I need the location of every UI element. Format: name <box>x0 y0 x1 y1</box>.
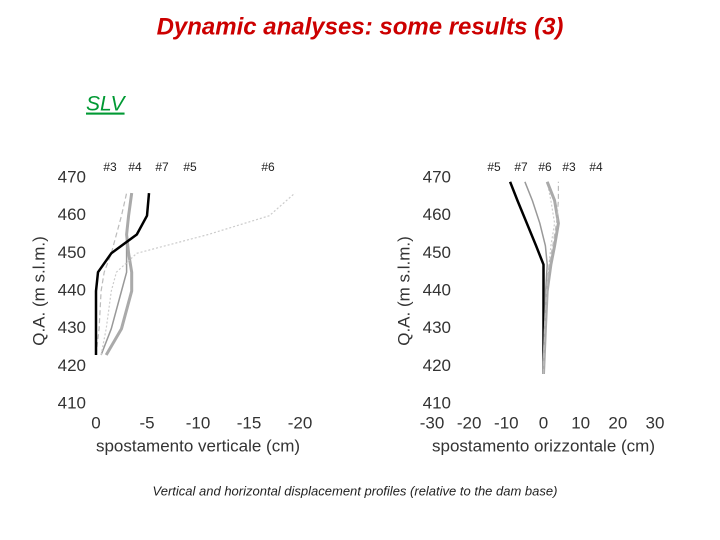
y-tick-label: 460 <box>58 205 86 224</box>
x-tick-label: -20 <box>288 413 313 432</box>
y-tick-label: 420 <box>58 356 86 375</box>
subtitle: SLV <box>86 93 127 116</box>
series-name: #6 <box>261 160 275 174</box>
series-name: #3 <box>562 160 576 174</box>
y-tick-label: 420 <box>423 356 451 375</box>
series-line <box>542 181 560 374</box>
x-tick-label: 0 <box>539 413 548 432</box>
series-name: #5 <box>487 160 501 174</box>
y-tick-label: 410 <box>423 393 451 412</box>
x-tick-label: 10 <box>571 413 590 432</box>
series-line <box>95 192 128 356</box>
series-name: #7 <box>155 160 169 174</box>
series-name: #4 <box>128 160 142 174</box>
series-name: #3 <box>103 160 117 174</box>
x-tick-label: -10 <box>494 413 519 432</box>
y-axis-title: Q.A. (m s.l.m.) <box>29 236 48 346</box>
y-tick-label: 450 <box>423 243 451 262</box>
x-tick-label: -20 <box>457 413 482 432</box>
series-name: #7 <box>514 160 528 174</box>
series-line <box>508 181 545 374</box>
series-name: #4 <box>589 160 603 174</box>
y-tick-label: 410 <box>58 393 86 412</box>
series-name: #5 <box>183 160 197 174</box>
x-tick-label: 0 <box>91 413 100 432</box>
x-tick-label: -5 <box>139 413 154 432</box>
x-tick-label: 30 <box>646 413 665 432</box>
y-tick-label: 470 <box>58 167 86 186</box>
y-tick-label: 430 <box>58 318 86 337</box>
x-tick-label: -15 <box>237 413 262 432</box>
series-name: #6 <box>538 160 552 174</box>
x-tick-label: -10 <box>186 413 211 432</box>
series-line <box>542 181 560 374</box>
y-tick-label: 440 <box>423 280 451 299</box>
y-tick-label: 430 <box>423 318 451 337</box>
x-tick-label: 20 <box>608 413 627 432</box>
series-line <box>104 192 134 356</box>
x-tick-label: -30 <box>420 413 445 432</box>
y-axis-title: Q.A. (m s.l.m.) <box>394 236 413 346</box>
slide-title: Dynamic analyses: some results (3) <box>157 13 564 40</box>
y-tick-label: 440 <box>58 280 86 299</box>
x-axis-title: spostamento verticale (cm) <box>96 436 300 455</box>
series-line <box>94 192 151 355</box>
y-tick-label: 470 <box>423 167 451 186</box>
series-line <box>100 192 296 356</box>
y-tick-label: 450 <box>58 243 86 262</box>
x-axis-title: spostamento orizzontale (cm) <box>432 436 655 455</box>
caption: Vertical and horizontal displacement pro… <box>153 483 558 498</box>
y-tick-label: 460 <box>423 205 451 224</box>
